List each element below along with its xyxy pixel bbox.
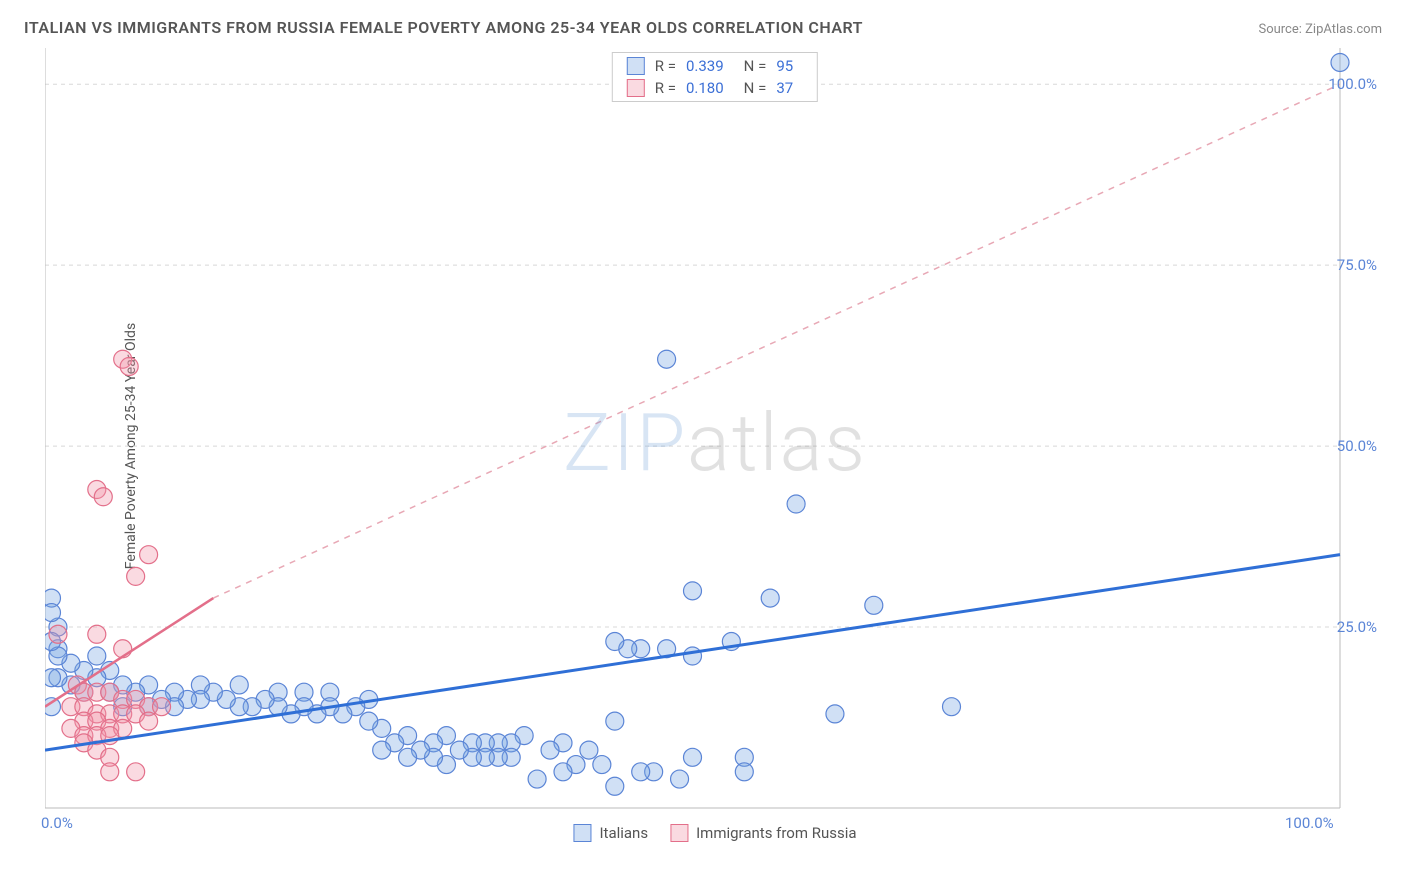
legend-swatch [627, 57, 645, 75]
y-tick-label: 100.0% [1328, 75, 1377, 93]
stat-legend-row: R = 0.180 N = 37 [613, 77, 817, 99]
legend-swatch [627, 79, 645, 97]
stat-r-label: R = [655, 79, 676, 97]
y-tick-label: 75.0% [1337, 256, 1377, 274]
y-tick-label: 25.0% [1337, 618, 1377, 636]
chart-title: ITALIAN VS IMMIGRANTS FROM RUSSIA FEMALE… [24, 18, 863, 37]
series-legend: Italians Immigrants from Russia [573, 824, 856, 842]
stat-r-value: 0.180 [686, 79, 724, 97]
stat-r-label: R = [655, 57, 676, 75]
stat-legend-row: R = 0.339 N = 95 [613, 55, 817, 77]
source-attribution: Source: ZipAtlas.com [1258, 22, 1382, 37]
series-legend-label: Italians [599, 824, 648, 842]
stat-n-label: N = [744, 57, 767, 75]
legend-swatch [670, 824, 688, 842]
stat-n-value: 95 [776, 57, 793, 75]
series-legend-item: Immigrants from Russia [670, 824, 856, 842]
x-tick-label: 100.0% [1285, 814, 1334, 832]
series-legend-item: Italians [573, 824, 648, 842]
scatter-plot: ZIPatlas R =0.339N =95R =0.180N =37 Ital… [45, 48, 1385, 838]
x-tick-label: 0.0% [41, 814, 73, 832]
correlation-legend: R = 0.339 N = 95 R = 0.180 N = 37 [612, 52, 818, 102]
stat-n-value: 37 [776, 79, 793, 97]
stat-r-value: 0.339 [686, 57, 724, 75]
stat-n-label: N = [744, 79, 767, 97]
series-legend-label: Immigrants from Russia [696, 824, 856, 842]
legend-swatch [573, 824, 591, 842]
plot-svg [45, 48, 1385, 838]
y-tick-label: 50.0% [1337, 437, 1377, 455]
